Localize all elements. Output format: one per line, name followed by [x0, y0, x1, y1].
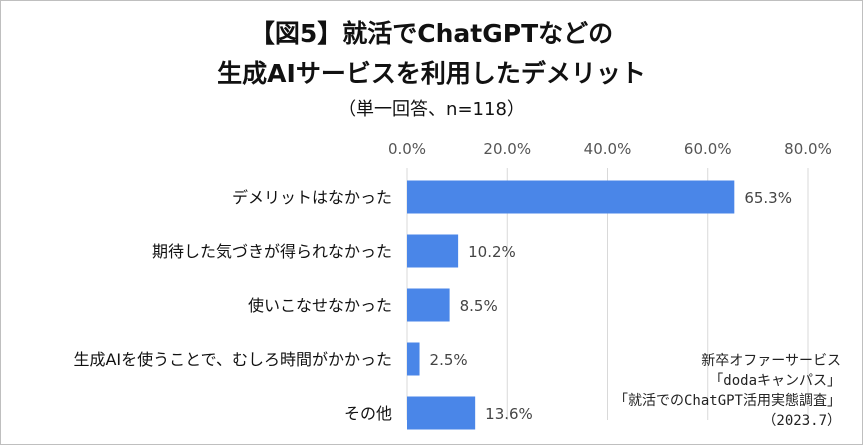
- x-tick-label: 20.0%: [483, 140, 531, 158]
- bar: [407, 288, 450, 322]
- source-line-2: 「dodaキャンパス」: [709, 373, 841, 389]
- category-label: 生成AIを使うことで、むしろ時間がかかった: [73, 350, 392, 369]
- x-tick-label: 80.0%: [784, 140, 832, 158]
- source-note: 新卒オファーサービス 「dodaキャンパス」 「就活でのChatGPT活用実態調…: [614, 351, 841, 431]
- category-label: その他: [344, 404, 392, 423]
- x-tick-label: 60.0%: [684, 140, 732, 158]
- data-label: 13.6%: [485, 405, 533, 423]
- chart-title-line2: 生成AIサービスを利用したデメリット: [217, 59, 646, 88]
- category-label: デメリットはなかった: [232, 188, 392, 207]
- bar: [407, 396, 476, 430]
- source-line-1: 新卒オファーサービス: [701, 353, 841, 369]
- data-label: 10.2%: [468, 243, 516, 261]
- category-label: 期待した気づきが得られなかった: [152, 242, 392, 261]
- x-tick-label: 40.0%: [584, 140, 632, 158]
- data-label: 2.5%: [430, 351, 468, 369]
- bar: [407, 180, 735, 214]
- chart-title-line1: 【図5】就活でChatGPTなどの: [249, 19, 614, 48]
- bar: [407, 234, 459, 268]
- data-label: 65.3%: [744, 189, 792, 207]
- bar: [407, 342, 420, 376]
- source-line-4: （2023.7）: [762, 413, 841, 429]
- chart-subtitle: （単一回答、n=118）: [338, 99, 525, 120]
- source-line-3: 「就活でのChatGPT活用実態調査」: [613, 393, 841, 409]
- x-tick-label: 0.0%: [388, 140, 426, 158]
- category-label: 使いこなせなかった: [248, 296, 392, 315]
- data-label: 8.5%: [460, 297, 498, 315]
